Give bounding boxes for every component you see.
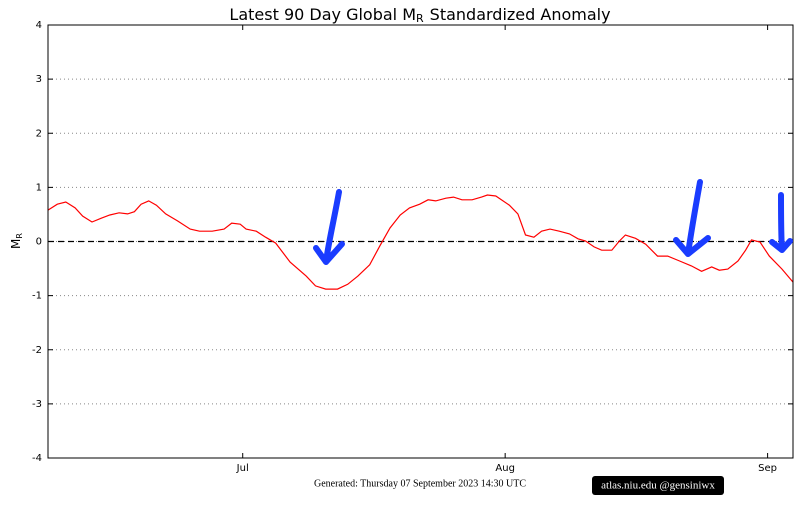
y-axis-label: MR — [9, 233, 24, 249]
arrow — [673, 179, 711, 257]
plot-frame — [47, 24, 794, 459]
ylabel-text: M — [9, 239, 23, 249]
ylabel-subscript: R — [15, 233, 24, 239]
x-tick-label: Aug — [495, 463, 515, 474]
y-tick-label: 1 — [36, 182, 42, 193]
plot-area: -4 -3 -2 -1 0 1 2 3 4 Jul Aug Sep — [32, 20, 794, 474]
title-subscript: R — [416, 12, 424, 25]
data-line — [47, 194, 794, 290]
x-tick-label: Jul — [236, 463, 249, 474]
y-tick-label: 4 — [36, 20, 42, 31]
watermark-box — [592, 476, 724, 495]
x-tick-label: Sep — [758, 463, 777, 474]
y-tick-label: -3 — [32, 399, 42, 410]
hand-arrows — [313, 179, 793, 265]
arrow — [313, 189, 345, 265]
y-tick-label: 2 — [36, 128, 42, 139]
watermark: atlas.niu.edu @gensiniwx — [601, 480, 715, 492]
y-tick-label: 3 — [36, 74, 42, 85]
chart-title: Latest 90 Day Global MR Standardized Anom… — [229, 5, 610, 26]
y-tick-label: 0 — [36, 237, 42, 248]
y-tick-label: -4 — [32, 453, 42, 464]
footer: Generated: Thursday 07 September 2023 14… — [314, 478, 526, 489]
arrow — [769, 192, 793, 253]
y-tick-label: -2 — [32, 345, 42, 356]
title-suffix: Standardized Anomaly — [430, 5, 611, 24]
title-text: Latest 90 Day Global M — [229, 5, 416, 24]
y-tick-label: -1 — [32, 291, 42, 302]
